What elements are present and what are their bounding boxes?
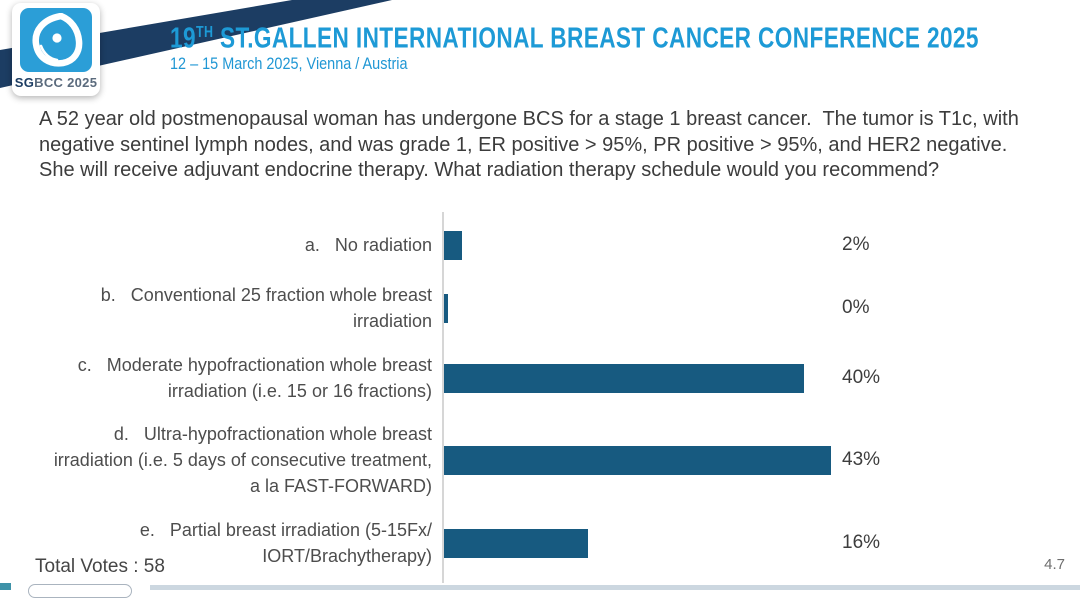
conference-subtitle: 12 – 15 March 2025, Vienna / Austria [170, 54, 408, 73]
option-label-a: a. No radiation [304, 235, 432, 255]
option-label-c: c. Moderate hypofractionation whole brea… [77, 355, 432, 401]
cutoff-button[interactable] [28, 584, 132, 598]
result-bar-c [444, 363, 804, 393]
bottom-strip [150, 585, 1080, 590]
title-ordinal: TH [195, 24, 214, 41]
result-bar-e [444, 528, 588, 558]
total-votes-label: Total Votes : 58 [35, 556, 165, 577]
title-number: 19 [170, 22, 196, 55]
sgbcc-logo: SGBCC 2025 [12, 3, 100, 96]
result-bar-b [444, 293, 448, 323]
result-bar-d [444, 445, 831, 475]
chart-axis-line [442, 212, 444, 583]
result-percent-d: 43% [842, 449, 881, 470]
title-text: ST.GALLEN INTERNATIONAL BREAST CANCER CO… [213, 22, 979, 55]
result-bar-a [444, 230, 462, 260]
option-label-b: b. Conventional 25 fraction whole breast… [100, 285, 432, 331]
breast-icon [32, 13, 83, 67]
slide-number: 4.7 [1044, 556, 1065, 573]
logo-caption-sg: SG [14, 75, 35, 90]
option-label-e: e. Partial breast irradiation (5-15Fx/ I… [139, 520, 432, 566]
option-label-d: d. Ultra-hypofractionation whole breast … [53, 424, 432, 496]
logo-caption-rest: BCC 2025 [34, 75, 98, 90]
result-percent-c: 40% [842, 367, 881, 388]
logo-caption: SGBCC 2025 [15, 75, 98, 90]
sgbcc-logo-icon [20, 8, 92, 72]
corner-chip [0, 583, 11, 590]
conference-title: 19TH ST.GALLEN INTERNATIONAL BREAST CANC… [170, 18, 979, 54]
result-percent-a: 2% [842, 234, 870, 255]
result-percent-e: 16% [842, 532, 881, 553]
result-percent-b: 0% [842, 297, 870, 318]
poll-question: A 52 year old postmenopausal woman has u… [39, 108, 1019, 181]
